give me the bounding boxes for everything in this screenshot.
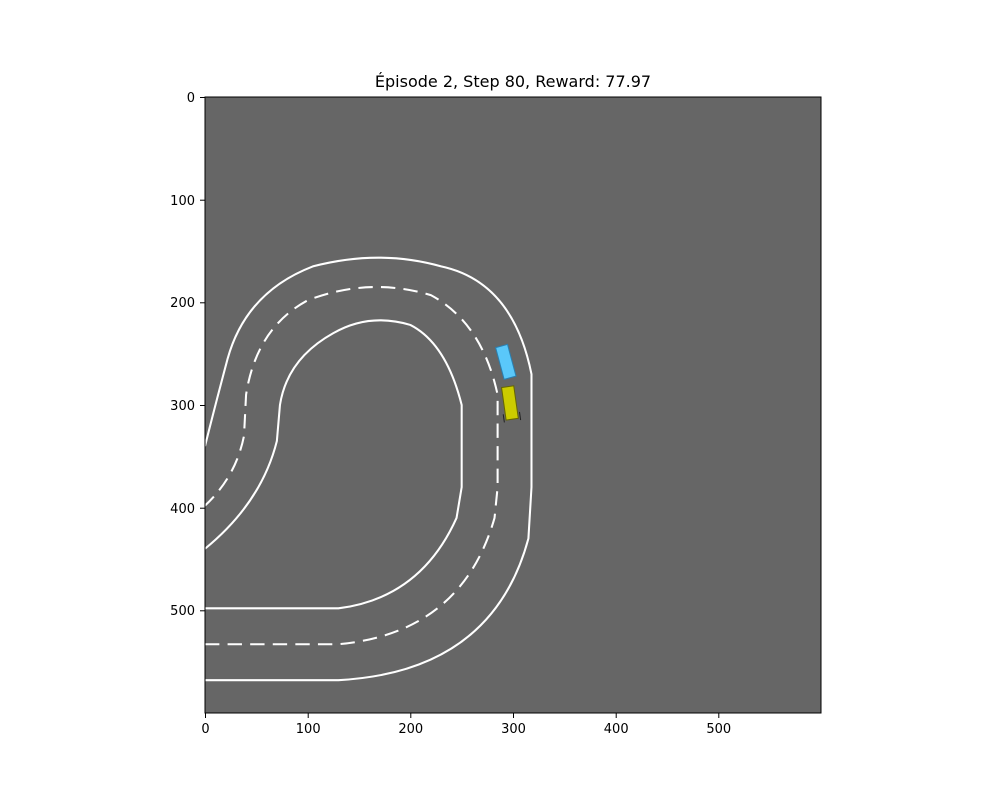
environment-view [204,97,822,714]
x-tick-label: 500 [706,722,731,737]
inner-lane-line [204,319,463,610]
x-tick-label: 200 [398,722,423,737]
y-tick-label: 0 [187,91,195,106]
x-tick-label: 300 [501,722,526,737]
plot-title: Épisode 2, Step 80, Reward: 77.97 [374,72,652,91]
x-tick-label: 100 [296,722,321,737]
other-car [494,343,517,380]
center-dashed-line [204,286,499,646]
x-tick-label: 0 [201,722,209,737]
x-axis: 0 100 200 300 400 500 [201,713,731,737]
y-tick-label: 100 [170,194,195,209]
x-tick-label: 400 [604,722,629,737]
outer-lane-line [204,256,533,682]
y-tick-label: 200 [170,296,195,311]
y-tick-label: 300 [170,399,195,414]
y-tick-label: 400 [170,502,195,517]
y-tick-label: 500 [170,604,195,619]
y-axis: 0 100 200 300 400 500 [170,91,205,619]
agent-car [500,385,522,423]
